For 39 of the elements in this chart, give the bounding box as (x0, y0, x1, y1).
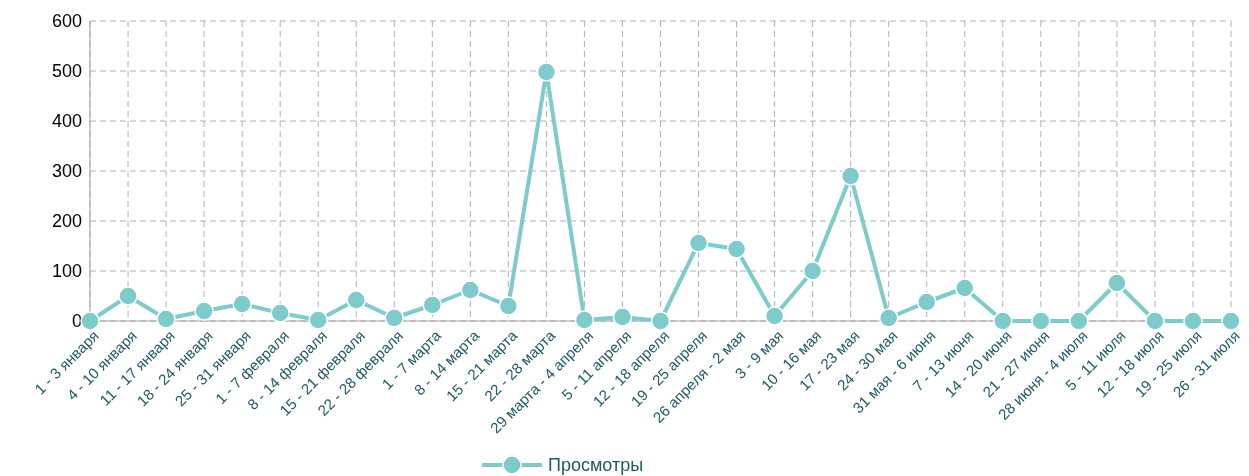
point (308, 310, 328, 330)
point (955, 278, 975, 298)
legend-label: Просмотры (548, 455, 644, 476)
point (688, 233, 709, 253)
point (1221, 311, 1241, 331)
y-tick-label: 0 (71, 311, 82, 332)
point (460, 280, 481, 300)
point (118, 286, 138, 306)
point (650, 311, 671, 331)
point (802, 261, 823, 281)
point (1069, 311, 1089, 331)
point (574, 310, 595, 330)
y-tick-label: 200 (51, 211, 82, 232)
point (726, 239, 747, 259)
y-tick-label: 600 (51, 11, 82, 32)
point (536, 62, 557, 82)
point (916, 292, 937, 312)
point (878, 308, 899, 328)
y-tick-label: 300 (51, 161, 82, 182)
point (840, 166, 861, 186)
point (764, 306, 785, 326)
y-tick-label: 100 (51, 261, 82, 282)
point (156, 309, 176, 329)
point (194, 301, 214, 321)
point (1183, 311, 1203, 331)
y-tick-label: 400 (51, 111, 82, 132)
point (1145, 311, 1165, 331)
point (384, 308, 405, 328)
point (498, 296, 519, 316)
point (422, 295, 443, 315)
point (993, 311, 1013, 331)
point (1031, 311, 1051, 331)
point (612, 307, 633, 327)
point (232, 294, 252, 314)
y-tick-label: 500 (51, 61, 82, 82)
point (80, 311, 100, 331)
point (270, 303, 290, 323)
point (346, 290, 366, 310)
point (1107, 273, 1127, 293)
